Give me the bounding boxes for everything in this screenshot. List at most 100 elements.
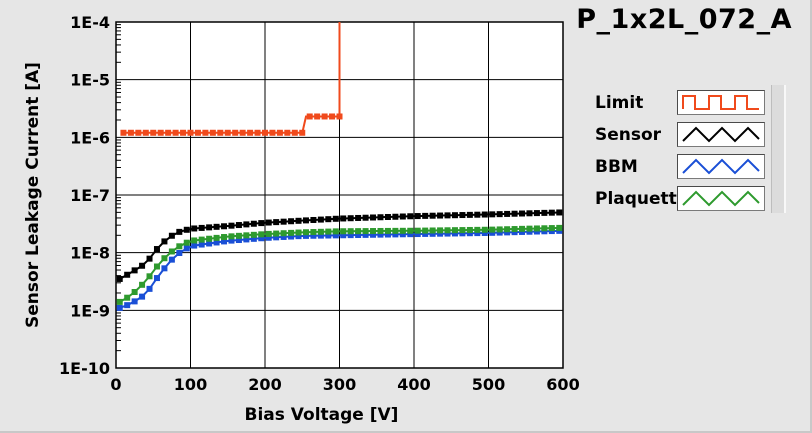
data-point-limit (202, 129, 209, 136)
data-point-bbm (176, 250, 183, 257)
data-point-sensor (437, 212, 444, 219)
data-point-sensor (250, 220, 257, 227)
data-point-bbm (213, 239, 220, 246)
legend-glyph-line-sensor (682, 126, 760, 143)
data-point-bbm (221, 238, 228, 245)
data-point-bbm (399, 231, 406, 238)
legend-glyph-line-limit (682, 95, 759, 110)
data-point-bbm (511, 229, 518, 236)
data-point-plaquette (556, 224, 563, 231)
data-point-sensor (429, 212, 436, 219)
data-point-sensor (243, 221, 250, 228)
data-point-plaquette (302, 229, 309, 236)
data-point-bbm (146, 285, 153, 292)
legend-glyph-limit (682, 95, 759, 110)
data-point-bbm (250, 235, 257, 242)
data-point-sensor (504, 210, 511, 217)
y-tick-label: 1E-5 (70, 71, 110, 90)
data-point-plaquette (407, 227, 414, 234)
data-point-bbm (347, 232, 354, 239)
data-point-limit (194, 129, 201, 136)
data-point-sensor (519, 210, 526, 217)
legend-glyph-plaquette (682, 190, 760, 207)
data-point-limit (284, 129, 291, 136)
data-point-limit (262, 129, 268, 136)
data-point-sensor (407, 213, 414, 220)
legend-label: Plaquette (595, 189, 689, 209)
data-point-bbm (504, 229, 511, 236)
data-point-bbm (198, 241, 205, 248)
data-point-bbm (392, 231, 399, 238)
data-point-limit (336, 113, 343, 120)
data-point-sensor (459, 212, 466, 219)
data-point-plaquette (273, 230, 280, 237)
data-point-plaquette (161, 255, 168, 262)
legend-item-limit[interactable]: Limit (585, 87, 784, 119)
data-point-plaquette (228, 233, 235, 240)
legend-item-plaquette[interactable]: Plaquette (585, 183, 784, 215)
data-point-sensor (541, 209, 548, 216)
y-tick-label: 1E-4 (70, 13, 110, 32)
data-point-bbm (124, 302, 131, 309)
data-point-sensor (511, 210, 518, 217)
data-point-sensor (302, 217, 309, 224)
data-point-plaquette (519, 225, 526, 232)
data-point-sensor (392, 213, 399, 220)
legend-label: Limit (595, 93, 644, 113)
legend-scrollbar[interactable] (771, 85, 784, 213)
data-point-sensor (235, 222, 242, 229)
data-point-plaquette (377, 227, 384, 234)
data-point-plaquette (258, 231, 265, 238)
data-point-plaquette (548, 225, 555, 232)
data-point-bbm (191, 242, 198, 249)
data-point-sensor (176, 228, 183, 235)
data-point-plaquette (213, 234, 220, 241)
data-point-sensor (355, 214, 362, 221)
data-point-sensor (131, 267, 138, 274)
data-point-plaquette (399, 227, 406, 234)
legend-swatch-plaquette[interactable] (677, 186, 765, 211)
data-point-sensor (489, 211, 496, 218)
data-point-plaquette (355, 228, 362, 235)
data-point-sensor (317, 216, 324, 223)
data-point-sensor (206, 224, 213, 231)
data-point-plaquette (168, 248, 175, 255)
data-point-plaquette (280, 230, 287, 237)
data-point-sensor (273, 219, 280, 226)
legend-item-sensor[interactable]: Sensor (585, 119, 784, 151)
data-point-limit (157, 129, 164, 136)
data-point-sensor (221, 223, 228, 230)
legend-swatch-limit[interactable] (677, 90, 765, 115)
data-point-plaquette (332, 228, 339, 235)
data-point-limit (150, 129, 157, 136)
data-point-bbm (384, 231, 391, 238)
data-point-bbm (332, 232, 339, 239)
data-point-limit (254, 129, 261, 136)
data-point-bbm (288, 233, 295, 240)
data-point-sensor (444, 212, 451, 219)
x-tick-label: 300 (323, 375, 356, 394)
data-point-bbm (466, 230, 473, 237)
legend-swatch-bbm[interactable] (677, 154, 765, 179)
data-point-bbm (533, 228, 540, 235)
data-point-plaquette (206, 235, 213, 242)
data-point-plaquette (392, 227, 399, 234)
data-point-bbm (489, 229, 496, 236)
chart-legend[interactable]: Limit Sensor BBM Plaquette (585, 85, 786, 213)
legend-item-bbm[interactable]: BBM (585, 151, 784, 183)
data-point-sensor (340, 215, 347, 222)
legend-swatch-sensor[interactable] (677, 122, 765, 147)
data-point-sensor (258, 220, 265, 227)
data-point-plaquette (340, 228, 347, 235)
legend-glyph-sensor (682, 126, 760, 143)
data-point-plaquette (235, 232, 242, 239)
data-point-sensor (347, 215, 354, 222)
x-tick-label: 400 (397, 375, 430, 394)
data-point-limit (299, 129, 306, 136)
data-point-plaquette (444, 227, 451, 234)
y-tick-label: 1E-7 (70, 186, 110, 205)
data-point-bbm (161, 265, 168, 272)
data-point-sensor (191, 225, 198, 232)
y-tick-label: 1E-9 (70, 301, 110, 320)
